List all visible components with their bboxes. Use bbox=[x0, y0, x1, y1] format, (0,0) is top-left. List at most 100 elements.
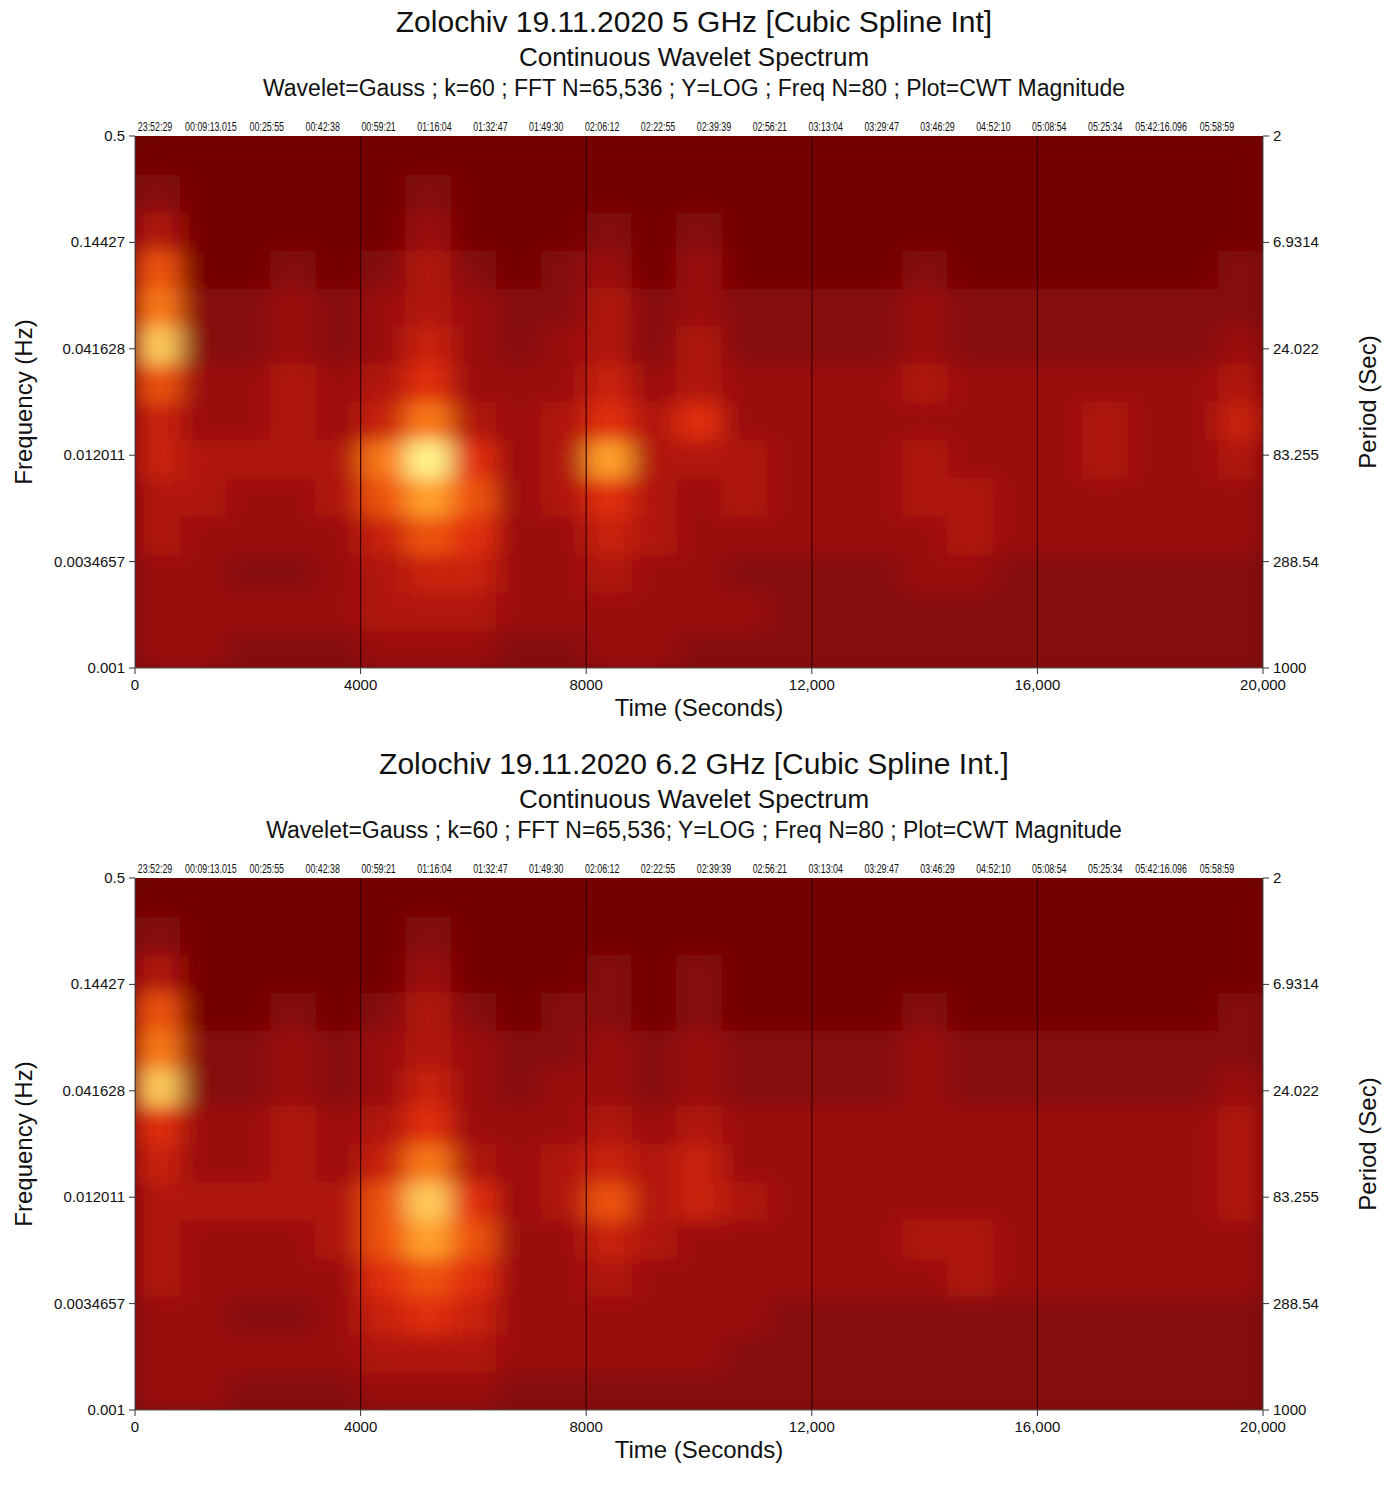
cell bbox=[676, 1220, 722, 1259]
cell bbox=[992, 1030, 1038, 1069]
cell bbox=[361, 174, 407, 213]
cell bbox=[180, 440, 226, 479]
cell bbox=[767, 630, 813, 668]
y-axis bbox=[135, 136, 136, 668]
cell bbox=[270, 554, 316, 593]
y2-tick-label: 2 bbox=[1273, 869, 1281, 886]
cell bbox=[676, 992, 722, 1031]
cell bbox=[812, 364, 858, 403]
cell bbox=[1128, 1372, 1174, 1410]
cell bbox=[225, 1220, 271, 1259]
cell bbox=[1218, 916, 1263, 955]
cell bbox=[361, 878, 407, 917]
cell bbox=[496, 954, 542, 993]
cell bbox=[947, 1220, 993, 1259]
cell bbox=[496, 1372, 542, 1410]
cell bbox=[135, 212, 181, 251]
y2-axis-title: Period (Sec) bbox=[1354, 1077, 1381, 1210]
cell bbox=[270, 1372, 316, 1410]
cell bbox=[361, 402, 407, 441]
cell bbox=[406, 1030, 452, 1069]
cell bbox=[541, 326, 587, 365]
cell bbox=[225, 954, 271, 993]
cell bbox=[767, 250, 813, 289]
cell bbox=[631, 174, 677, 213]
cell bbox=[857, 954, 903, 993]
cell bbox=[1037, 992, 1083, 1031]
cell bbox=[1218, 1106, 1263, 1145]
cell bbox=[767, 478, 813, 517]
cell bbox=[1037, 554, 1083, 593]
cell bbox=[631, 440, 677, 479]
x-tick-label: 20,000 bbox=[1240, 1418, 1286, 1435]
cell bbox=[496, 402, 542, 441]
timestamp: 02:06:12 bbox=[585, 862, 620, 876]
cell bbox=[541, 1068, 587, 1107]
cell bbox=[812, 992, 858, 1031]
cell bbox=[722, 174, 768, 213]
grid-line bbox=[811, 136, 812, 668]
cell bbox=[361, 478, 407, 517]
cell bbox=[722, 440, 768, 479]
cell bbox=[676, 1068, 722, 1107]
cell bbox=[451, 516, 497, 554]
cell bbox=[541, 402, 587, 441]
cell bbox=[767, 1220, 813, 1259]
parameters: Wavelet=Gauss ; k=60 ; FFT N=65,536; Y=L… bbox=[266, 817, 1122, 843]
cell bbox=[1173, 1334, 1219, 1373]
cell bbox=[541, 516, 587, 554]
cell bbox=[1083, 630, 1129, 668]
cell bbox=[857, 878, 903, 917]
cell bbox=[361, 250, 407, 289]
cell bbox=[812, 212, 858, 251]
cell bbox=[406, 1144, 452, 1183]
cell bbox=[1218, 402, 1263, 441]
cell bbox=[135, 1144, 181, 1183]
cell bbox=[451, 212, 497, 251]
cell bbox=[270, 174, 316, 213]
cell bbox=[992, 1220, 1038, 1259]
cell bbox=[315, 954, 361, 993]
y2-tick-label: 288.54 bbox=[1273, 1295, 1319, 1312]
cell bbox=[135, 992, 181, 1031]
cell bbox=[361, 1068, 407, 1107]
cell bbox=[406, 592, 452, 631]
y2-tick bbox=[1263, 242, 1269, 243]
cell bbox=[857, 1144, 903, 1183]
cell bbox=[180, 1144, 226, 1183]
cell bbox=[270, 1220, 316, 1259]
cell bbox=[225, 288, 271, 327]
cell bbox=[947, 1334, 993, 1373]
cell bbox=[857, 1296, 903, 1335]
cell bbox=[361, 1144, 407, 1183]
timestamp: 23:52:29 bbox=[138, 120, 173, 134]
cell bbox=[1128, 364, 1174, 403]
x-axis-title: Time (Seconds) bbox=[615, 1436, 784, 1463]
cell bbox=[541, 136, 587, 175]
cell bbox=[180, 516, 226, 554]
cell bbox=[902, 1030, 948, 1069]
cell bbox=[1083, 136, 1129, 175]
cell bbox=[1083, 1296, 1129, 1335]
cell bbox=[586, 1334, 632, 1373]
cell bbox=[225, 916, 271, 955]
cell bbox=[180, 630, 226, 668]
cell bbox=[541, 440, 587, 479]
cell bbox=[586, 1144, 632, 1183]
cell bbox=[225, 1372, 271, 1410]
cell bbox=[541, 1258, 587, 1296]
cell bbox=[722, 478, 768, 517]
x-tick-label: 16,000 bbox=[1014, 1418, 1060, 1435]
cell bbox=[225, 364, 271, 403]
cell bbox=[541, 1220, 587, 1259]
y2-tick-label: 83.255 bbox=[1273, 1188, 1319, 1205]
cell bbox=[857, 592, 903, 631]
cell bbox=[676, 326, 722, 365]
cell bbox=[1083, 1182, 1129, 1221]
cell bbox=[947, 478, 993, 517]
cell bbox=[857, 916, 903, 955]
cell bbox=[406, 288, 452, 327]
cell bbox=[857, 1372, 903, 1410]
panel: Zolochiv 19.11.2020 6.2 GHz [Cubic Splin… bbox=[10, 747, 1381, 1463]
cell bbox=[1083, 1144, 1129, 1183]
